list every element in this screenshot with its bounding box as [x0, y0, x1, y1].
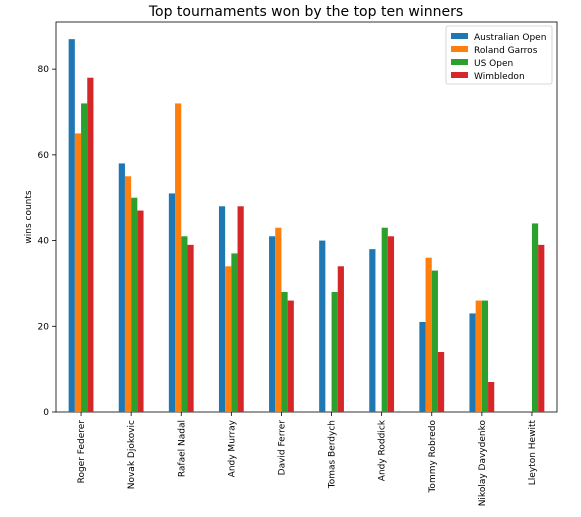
bar-3-7 — [437, 352, 445, 412]
y-tick-label: 0 — [43, 408, 49, 418]
y-axis-label: wins counts — [24, 190, 34, 244]
bar-2-9 — [531, 223, 539, 412]
legend-swatch — [451, 33, 468, 39]
y-tick-label: 60 — [38, 151, 50, 161]
legend-swatch — [451, 72, 468, 78]
legend-swatch — [451, 59, 468, 65]
bar-3-8 — [488, 382, 495, 412]
bar-0-6 — [369, 249, 376, 412]
x-tick-label: Nikolay Davydenko — [478, 420, 488, 507]
bar-2-1 — [131, 197, 138, 412]
legend-label: Australian Open — [474, 33, 546, 43]
bar-1-8 — [475, 300, 482, 412]
bar-1-7 — [425, 257, 432, 412]
legend-label: Roland Garros — [474, 46, 538, 56]
legend: Australian Open Roland Garros US Open Wimbl… — [445, 25, 553, 85]
y-tick-label: 40 — [38, 237, 50, 247]
bar-3-5 — [337, 266, 344, 412]
x-tick-label: Rafael Nadal — [177, 420, 187, 477]
bar-2-5 — [331, 292, 338, 412]
bar-0-8 — [469, 313, 476, 412]
bar-1-1 — [124, 176, 132, 412]
bar-2-4 — [281, 292, 288, 412]
legend-label: Wimbledon — [474, 72, 525, 82]
x-tick-label: Tomas Berdych — [328, 420, 338, 489]
legend-box — [445, 25, 553, 85]
bar-3-4 — [287, 300, 294, 412]
x-tick-label: Andy Roddick — [378, 419, 388, 481]
bar-0-5 — [319, 240, 326, 412]
x-tick-label: Andy Murray — [227, 419, 237, 477]
bar-0-0 — [68, 39, 75, 413]
bar-0-2 — [168, 193, 176, 412]
bar-0-4 — [269, 236, 276, 412]
bar-2-7 — [431, 270, 438, 412]
bar-2-0 — [81, 103, 88, 412]
x-tick-label: Tommy Robredo — [428, 420, 438, 494]
bar-0-1 — [118, 163, 125, 412]
bar-2-3 — [231, 253, 238, 412]
bar-0-3 — [218, 206, 226, 412]
bar-2-2 — [181, 236, 188, 412]
bar-3-9 — [538, 244, 545, 412]
x-tick-label: Roger Federer — [77, 420, 87, 484]
bar-1-2 — [175, 103, 182, 412]
bar-0-7 — [419, 322, 426, 412]
bar-2-6 — [381, 227, 388, 412]
x-tick-label: Novak Djokovic — [127, 420, 137, 489]
x-tick-label: David Ferrer — [277, 420, 287, 476]
legend-swatch — [451, 46, 468, 52]
plot-area — [55, 21, 558, 413]
bar-3-2 — [187, 244, 194, 412]
y-tick-label: 80 — [38, 65, 50, 75]
bar-2-8 — [481, 300, 489, 412]
legend-label: US Open — [474, 59, 513, 69]
plot-frame — [55, 21, 558, 413]
bar-1-4 — [275, 227, 282, 412]
chart-title: Top tournaments won by the top ten winne… — [148, 4, 463, 20]
bar-3-1 — [137, 210, 144, 412]
bar-3-0 — [87, 77, 94, 412]
bar-3-3 — [237, 206, 244, 412]
bar-3-6 — [387, 236, 395, 412]
x-tick-label: Lleyton Hewitt — [528, 420, 538, 486]
bar-1-0 — [74, 133, 82, 412]
bar-1-3 — [225, 266, 232, 412]
y-tick-label: 20 — [38, 322, 50, 332]
